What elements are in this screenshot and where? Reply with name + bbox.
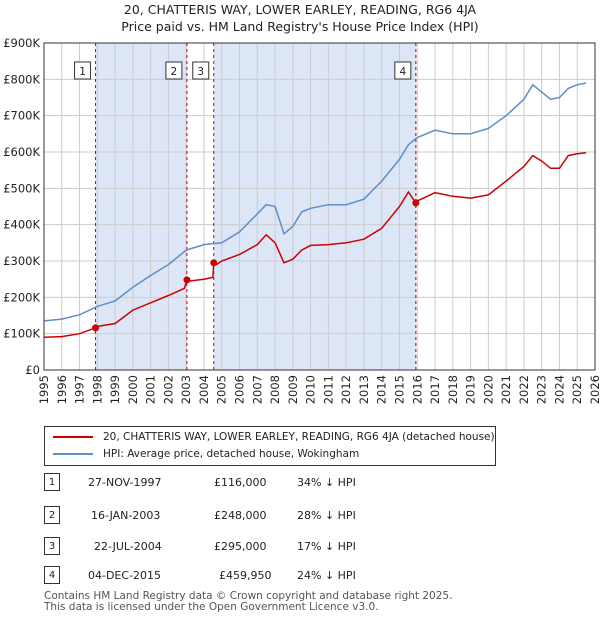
property-price-line	[43, 151, 587, 339]
table-row: 4 04-DEC-2015 £459,950 24% ↓ HPI	[44, 566, 356, 584]
shaded-span	[95, 43, 187, 370]
x-tick-label: 2017	[428, 375, 442, 404]
footer-copyright: Contains HM Land Registry data © Crown c…	[44, 590, 453, 602]
x-tick-label: 2001	[144, 375, 158, 404]
legend-label-property: 20, CHATTERIS WAY, LOWER EARLEY, READING…	[103, 431, 495, 443]
x-tick-label: 2023	[535, 375, 549, 404]
x-tick-label: 2000	[126, 375, 140, 404]
x-tick-label: 2018	[446, 375, 460, 404]
y-tick-label: £400K	[3, 218, 40, 232]
transaction-number: 2	[44, 506, 60, 524]
transaction-date: 22-JUL-2004	[94, 539, 162, 553]
marker-label: 2	[171, 66, 178, 78]
x-tick-label: 2007	[250, 375, 264, 404]
y-tick-label: £200K	[3, 290, 40, 304]
marker-label-box	[165, 61, 183, 80]
transaction-number: 4	[44, 566, 60, 584]
x-tick-label: 2013	[357, 375, 371, 404]
y-tick-label: £100K	[3, 327, 40, 341]
x-tick-label: 2009	[286, 375, 300, 404]
x-tick-label: 1996	[55, 375, 69, 404]
transaction-hpi: 28% ↓ HPI	[297, 508, 356, 522]
x-tick-label: 2002	[161, 375, 175, 404]
transaction-hpi: 34% ↓ HPI	[297, 475, 356, 489]
table-row: 1 27-NOV-1997 £116,000 34% ↓ HPI	[44, 473, 356, 491]
x-tick-label: 2022	[517, 375, 531, 404]
x-tick-label: 1999	[108, 375, 122, 404]
plot-frame	[43, 42, 596, 371]
y-tick-label: £600K	[3, 145, 40, 159]
x-tick-label: 2019	[464, 375, 478, 404]
x-tick-label: 2021	[499, 375, 513, 404]
transaction-date: 27-NOV-1997	[88, 475, 162, 489]
table-row: 3 22-JUL-2004 £295,000 17% ↓ HPI	[44, 537, 356, 555]
x-tick-label: 1995	[37, 375, 51, 404]
table-row: 2 16-JAN-2003 £248,000 28% ↓ HPI	[44, 506, 356, 524]
marker-label-box	[192, 61, 210, 80]
x-tick-label: 2006	[233, 375, 247, 404]
x-tick-label: 2004	[197, 375, 211, 404]
x-tick-label: 2015	[392, 375, 406, 404]
chart-subtitle: Price paid vs. HM Land Registry's House …	[121, 19, 479, 34]
transaction-point	[412, 199, 420, 207]
price-chart: £0 £100K £200K £300K £400K £500K £600K £700K £80…	[3, 36, 600, 404]
transaction-point	[183, 276, 191, 284]
transaction-number: 1	[44, 473, 60, 491]
x-tick-label: 1997	[73, 375, 87, 404]
footer-license: This data is licensed under the Open Gov…	[44, 601, 379, 613]
transaction-price: £459,950	[219, 568, 272, 582]
shaded-span	[213, 43, 416, 370]
marker-label-box	[394, 61, 412, 80]
legend-swatch-blue	[53, 453, 93, 455]
transaction-hpi: 17% ↓ HPI	[297, 539, 356, 553]
legend-item-property: 20, CHATTERIS WAY, LOWER EARLEY, READING…	[53, 429, 495, 445]
transaction-number: 3	[44, 537, 60, 555]
marker-label-box	[74, 61, 92, 80]
y-tick-label: £900K	[3, 36, 40, 50]
legend: 20, CHATTERIS WAY, LOWER EARLEY, READING…	[44, 426, 496, 466]
y-tick-label: £800K	[3, 72, 40, 86]
y-tick-label: £500K	[3, 181, 40, 195]
x-tick-label: 2005	[215, 375, 229, 404]
transaction-date: 04-DEC-2015	[88, 568, 162, 582]
legend-swatch-red	[53, 436, 93, 438]
x-tick-label: 2011	[321, 375, 335, 404]
marker-label: 3	[197, 66, 204, 78]
x-tick-label: 2012	[339, 375, 353, 404]
legend-label-hpi: HPI: Average price, detached house, Woki…	[103, 448, 360, 460]
transaction-hpi: 24% ↓ HPI	[297, 568, 356, 582]
marker-label: 1	[79, 66, 86, 78]
x-tick-label: 2025	[570, 375, 584, 404]
x-tick-label: 2003	[179, 375, 193, 404]
transaction-price: £295,000	[214, 539, 267, 553]
y-tick-label: £700K	[3, 109, 40, 123]
transaction-point	[210, 259, 218, 267]
x-tick-label: 2026	[588, 375, 600, 404]
x-tick-label: 2010	[304, 375, 318, 404]
x-tick-label: 2016	[410, 375, 424, 404]
transaction-point	[92, 324, 100, 332]
x-tick-label: 1998	[90, 375, 104, 404]
y-tick-label: £300K	[3, 254, 40, 268]
x-tick-label: 2020	[481, 375, 495, 404]
chart-title: 20, CHATTERIS WAY, LOWER EARLEY, READING…	[123, 2, 477, 17]
y-tick-label: £0	[25, 363, 40, 377]
x-tick-label: 2008	[268, 375, 282, 404]
marker-label: 4	[399, 66, 406, 78]
transaction-date: 16-JAN-2003	[91, 508, 161, 522]
transaction-price: £248,000	[214, 508, 267, 522]
x-tick-label: 2024	[552, 375, 566, 404]
transaction-price: £116,000	[214, 475, 267, 489]
legend-item-hpi: HPI: Average price, detached house, Woki…	[53, 446, 359, 462]
x-tick-label: 2014	[375, 375, 389, 404]
hpi-line	[43, 82, 587, 322]
